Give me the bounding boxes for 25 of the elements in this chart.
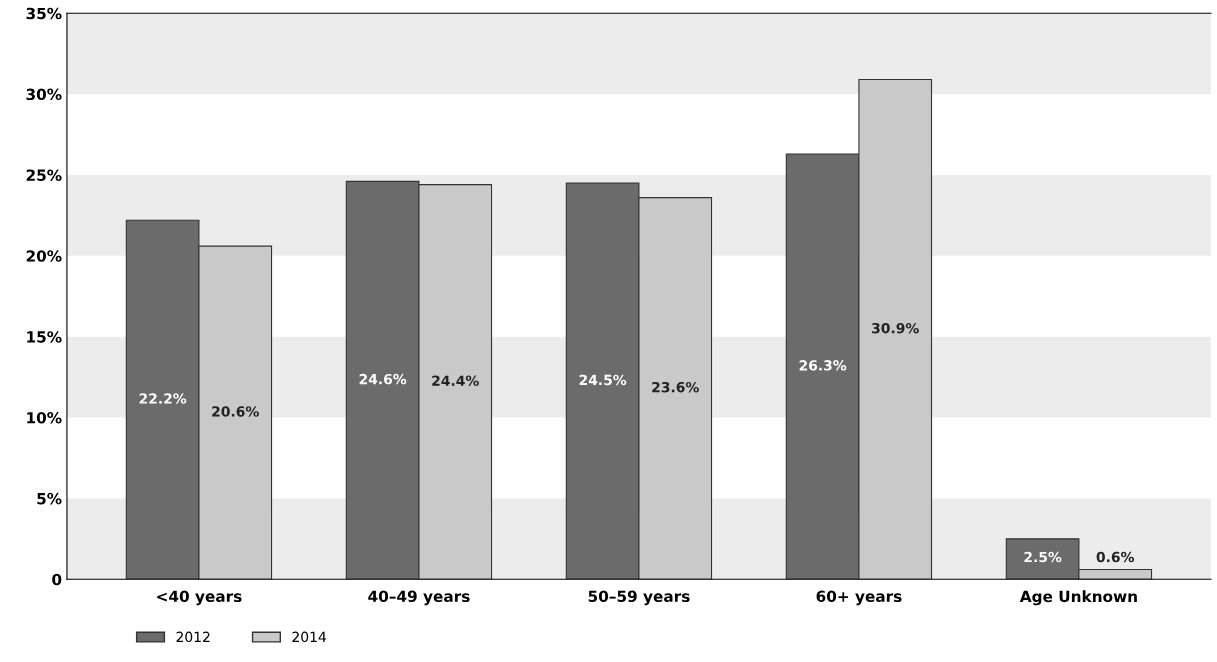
x-tick-label: Age Unknown: [1019, 590, 1137, 606]
text: 30.9%: [872, 322, 919, 334]
x-tick-label: 60+ years: [816, 590, 902, 606]
x-tick-label: <40 years: [157, 590, 242, 606]
y-tick-label: 25%: [26, 169, 62, 181]
y-tick-label: 5%: [37, 492, 62, 505]
text: 22.2%: [139, 393, 187, 404]
text: 20.6%: [212, 406, 259, 417]
y-tick-label: 15%: [27, 331, 62, 343]
y-tick-label: 20%: [26, 250, 62, 262]
legend-label: 2014: [292, 631, 326, 643]
y-tick-label: 10%: [27, 412, 62, 424]
text: 26.3%: [799, 360, 847, 371]
text: 24.4%: [432, 375, 479, 386]
y-tick-label: 30%: [26, 88, 62, 101]
y-tick-label: 0: [52, 573, 62, 586]
x-tick-label: 40–49 years: [368, 590, 470, 606]
text: 2.5%: [1024, 551, 1062, 563]
x-tick-label: 50–59 years: [588, 590, 690, 606]
text: 23.6%: [652, 381, 699, 393]
text: 0.6%: [1096, 551, 1135, 563]
legend-label: 2012: [176, 631, 210, 643]
y-tick-label: 35%: [26, 7, 62, 20]
text: 24.6%: [359, 373, 407, 385]
text: 24.5%: [579, 374, 627, 386]
